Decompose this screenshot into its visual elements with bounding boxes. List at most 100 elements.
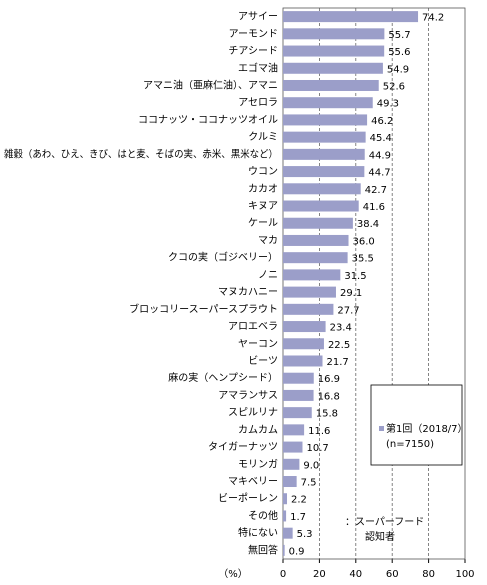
value-label: 35.5	[352, 254, 374, 265]
value-label: 0.9	[289, 546, 305, 557]
value-label: 74.2	[422, 13, 444, 24]
value-label: 49.3	[377, 99, 399, 110]
x-tick-label: 0	[280, 569, 286, 580]
bar	[283, 217, 353, 229]
x-tick-label: 20	[313, 569, 326, 580]
value-label: 16.8	[318, 391, 340, 402]
category-label: マカ	[258, 234, 278, 246]
category-label: クコの実（ゴジベリー）	[168, 251, 278, 264]
value-label: 41.6	[363, 202, 385, 213]
x-tick-label: 80	[422, 569, 435, 580]
value-label: 10.7	[306, 443, 328, 454]
category-label: エゴマ油	[238, 61, 278, 74]
value-label: 22.5	[328, 340, 350, 351]
category-label: アサイー	[238, 11, 278, 23]
value-label: 46.2	[371, 116, 393, 127]
bar	[283, 510, 287, 522]
bar	[283, 28, 385, 40]
category-label: ビーポーレン	[218, 493, 278, 505]
value-label: 54.9	[387, 64, 409, 75]
category-label: ヤーコン	[238, 339, 278, 350]
bar	[283, 131, 366, 143]
bar	[283, 321, 326, 333]
category-label: タイガーナッツ	[208, 441, 278, 453]
bar	[283, 200, 359, 212]
category-label: ケール	[248, 217, 278, 229]
category-label: キヌア	[248, 201, 278, 212]
bar	[283, 441, 303, 453]
legend-swatch	[379, 426, 384, 431]
category-label: ウコン	[248, 166, 278, 178]
bar	[283, 355, 323, 367]
plot-frame	[282, 7, 466, 560]
x-tick-label: 100	[455, 569, 474, 580]
value-label: 36.0	[353, 236, 375, 247]
annotation: ：スーパーフード	[345, 516, 424, 528]
category-label: クルミ	[248, 131, 278, 143]
value-label: 44.7	[368, 168, 390, 179]
bar	[283, 338, 324, 350]
category-label: モリンガ	[238, 458, 278, 470]
value-label: 42.7	[365, 185, 387, 196]
legend-box	[370, 384, 463, 466]
value-label: 9.0	[303, 460, 319, 471]
category-label: カムカム	[238, 424, 278, 436]
category-label: その他	[248, 509, 278, 522]
category-label: アマランサス	[218, 389, 278, 401]
category-label: スピルリナ	[228, 407, 278, 419]
bar	[283, 407, 312, 419]
x-axis-label: （%）	[218, 568, 248, 580]
value-label: 21.7	[326, 357, 348, 368]
bar	[283, 493, 288, 505]
category-label: チアシード	[228, 45, 278, 57]
bar	[283, 148, 365, 160]
category-label: ビーツ	[248, 355, 278, 367]
bar	[283, 372, 314, 384]
bar	[283, 286, 336, 298]
bar	[283, 79, 379, 91]
bar	[283, 252, 348, 264]
legend-note: (n=7150)	[386, 439, 434, 450]
bar	[283, 234, 349, 246]
value-label: 5.3	[297, 529, 313, 540]
value-label: 15.8	[316, 409, 338, 420]
value-label: 29.1	[340, 288, 362, 299]
value-label: 2.2	[291, 495, 307, 506]
category-label: アマニ油（亜麻仁油）、アマニ	[143, 78, 278, 91]
x-tick-label: 60	[386, 569, 399, 580]
bar	[283, 183, 361, 195]
value-label: 45.4	[370, 133, 392, 144]
value-label: 52.6	[383, 81, 405, 92]
value-label: 31.5	[344, 271, 366, 282]
value-label: 55.6	[388, 47, 410, 58]
bar	[283, 166, 365, 178]
value-label: 38.4	[357, 219, 379, 230]
bar	[283, 45, 385, 57]
category-label: アセロラ	[238, 97, 278, 109]
category-label: ノニ	[258, 270, 278, 281]
legend-label: 第1回（2018/7）	[386, 422, 468, 435]
x-tick-label: 40	[349, 569, 362, 580]
bar	[283, 114, 368, 126]
bar	[283, 62, 383, 74]
value-label: 23.4	[330, 323, 352, 334]
category-label: マキベリー	[228, 476, 278, 488]
value-label: 16.9	[318, 374, 340, 385]
category-label: ココナッツ・ココナッツオイル	[138, 114, 278, 126]
value-label: 44.9	[369, 150, 391, 161]
bar	[283, 11, 419, 23]
bar	[283, 97, 373, 109]
category-label: アーモンド	[229, 29, 278, 40]
category-label: 無回答	[248, 543, 278, 556]
bar	[283, 269, 341, 281]
category-label: アロエベラ	[228, 321, 278, 333]
category-label: ブロッコリースーパースプラウト	[129, 302, 278, 315]
value-label: 27.7	[337, 305, 359, 316]
value-label: 7.5	[301, 478, 317, 489]
value-label: 1.7	[290, 512, 306, 523]
category-label: マヌカハニー	[218, 286, 278, 298]
category-label: 特にない	[238, 527, 278, 539]
category-label: カカオ	[248, 183, 278, 195]
annotation: 認知者	[365, 530, 395, 543]
